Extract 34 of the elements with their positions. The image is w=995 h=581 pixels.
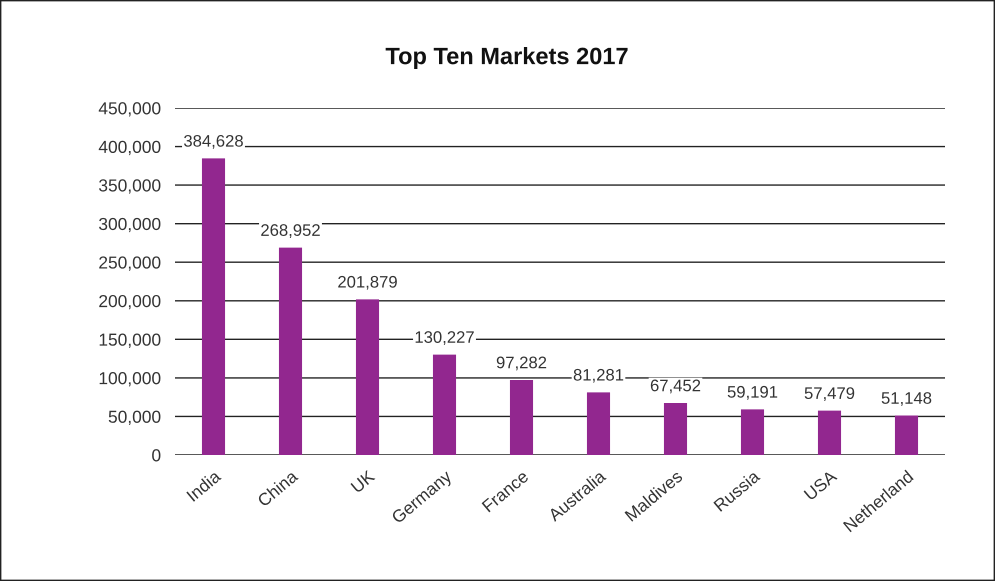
y-tick-label: 0 [152, 449, 160, 462]
y-tick-label: 50,000 [108, 410, 160, 425]
bar [510, 380, 534, 455]
x-tick-label: USA [803, 469, 838, 501]
bar [740, 409, 764, 455]
bar [356, 299, 380, 455]
y-tick-label: 300,000 [99, 218, 160, 232]
x-tick-label: India [186, 468, 222, 502]
y-tick-label: 350,000 [99, 179, 160, 194]
y-tick-label: 100,000 [100, 372, 160, 386]
bar [432, 354, 456, 455]
data-label: 384,628 [184, 134, 243, 149]
bar [202, 158, 226, 455]
y-tick-label: 250,000 [99, 256, 160, 271]
data-label: 67,452 [650, 380, 700, 394]
bar [586, 392, 610, 455]
y-tick-label: 400,000 [98, 140, 160, 156]
bar [818, 410, 842, 455]
data-label: 51,148 [882, 392, 932, 406]
data-label: 97,282 [496, 356, 546, 370]
chart-title: Top Ten Markets 2017 [386, 46, 628, 70]
data-label: 130,227 [416, 331, 474, 345]
bar [664, 402, 688, 455]
bar [278, 248, 302, 455]
data-label: 201,879 [338, 276, 397, 290]
data-label: 268,952 [261, 224, 320, 238]
bar [894, 416, 918, 455]
data-label: 57,479 [804, 387, 854, 402]
data-label: 81,281 [574, 368, 624, 383]
y-tick-label: 200,000 [99, 294, 160, 310]
x-tick-label: UK [350, 470, 376, 494]
y-tick-label: 450,000 [98, 102, 160, 117]
y-tick-label: 150,000 [100, 334, 160, 348]
data-label: 59,191 [728, 386, 778, 400]
